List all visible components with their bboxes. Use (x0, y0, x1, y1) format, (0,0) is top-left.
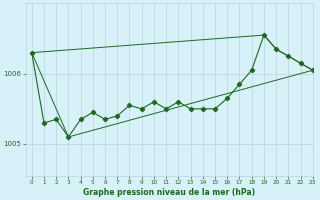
X-axis label: Graphe pression niveau de la mer (hPa): Graphe pression niveau de la mer (hPa) (83, 188, 255, 197)
